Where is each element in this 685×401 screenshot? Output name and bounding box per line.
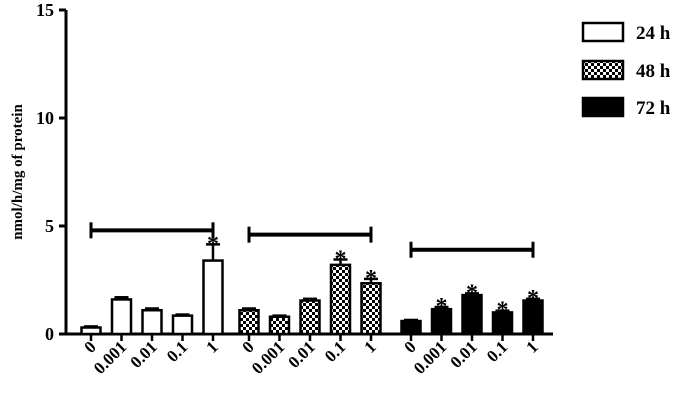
legend-label: 48 h [636,61,671,82]
x-tick-label: 0.1 [321,337,349,365]
y-tick-label: 0 [45,324,54,344]
x-tick-label: 0.001 [410,337,450,377]
x-tick-label: 0.01 [126,337,160,371]
x-tick-label: 0.01 [446,337,480,371]
x-tick-label: 0.01 [284,337,318,371]
bar [400,319,422,336]
legend-label: 72 h [636,98,671,119]
significance-star: * [335,246,347,272]
significance-star: * [466,280,478,306]
y-tick-label: 15 [36,0,54,20]
y-axis: 0 5 10 15 nmol/h/mg of protein [10,0,68,344]
legend-item: 24 h [581,21,671,44]
legend-item: 72 h [581,96,671,119]
legend: 24 h 48 h 72 h [581,21,671,119]
bar [329,263,352,336]
significance-star: * [365,266,377,292]
bar [238,308,260,336]
x-tick-label: 0.1 [483,337,511,365]
bar [299,299,321,336]
bar [110,298,133,336]
bar [171,314,194,336]
series-0: * [80,222,224,336]
x-tick-label: 0.1 [163,337,191,365]
significance-star: * [436,294,448,320]
x-tick-label: 0.001 [90,337,130,377]
legend-label: 24 h [636,23,671,44]
bar [80,326,102,336]
series-1: ** [238,226,382,336]
significance-star: * [497,298,509,324]
legend-swatch [581,96,625,118]
x-tick-label: 0.001 [248,337,288,377]
bar [202,259,224,336]
bar [268,315,291,336]
y-tick-label: 5 [45,216,54,236]
legend-swatch [581,59,625,81]
y-axis-label: nmol/h/mg of protein [10,104,26,240]
bar [141,308,163,336]
y-tick-label: 10 [36,108,54,128]
bars-layer: ****** * [80,222,544,336]
legend-swatch [581,21,625,43]
significance-star: * [207,231,219,257]
significance-star: * [527,286,539,312]
series-2: * * * * [400,241,544,336]
legend-item: 48 h [581,59,671,82]
